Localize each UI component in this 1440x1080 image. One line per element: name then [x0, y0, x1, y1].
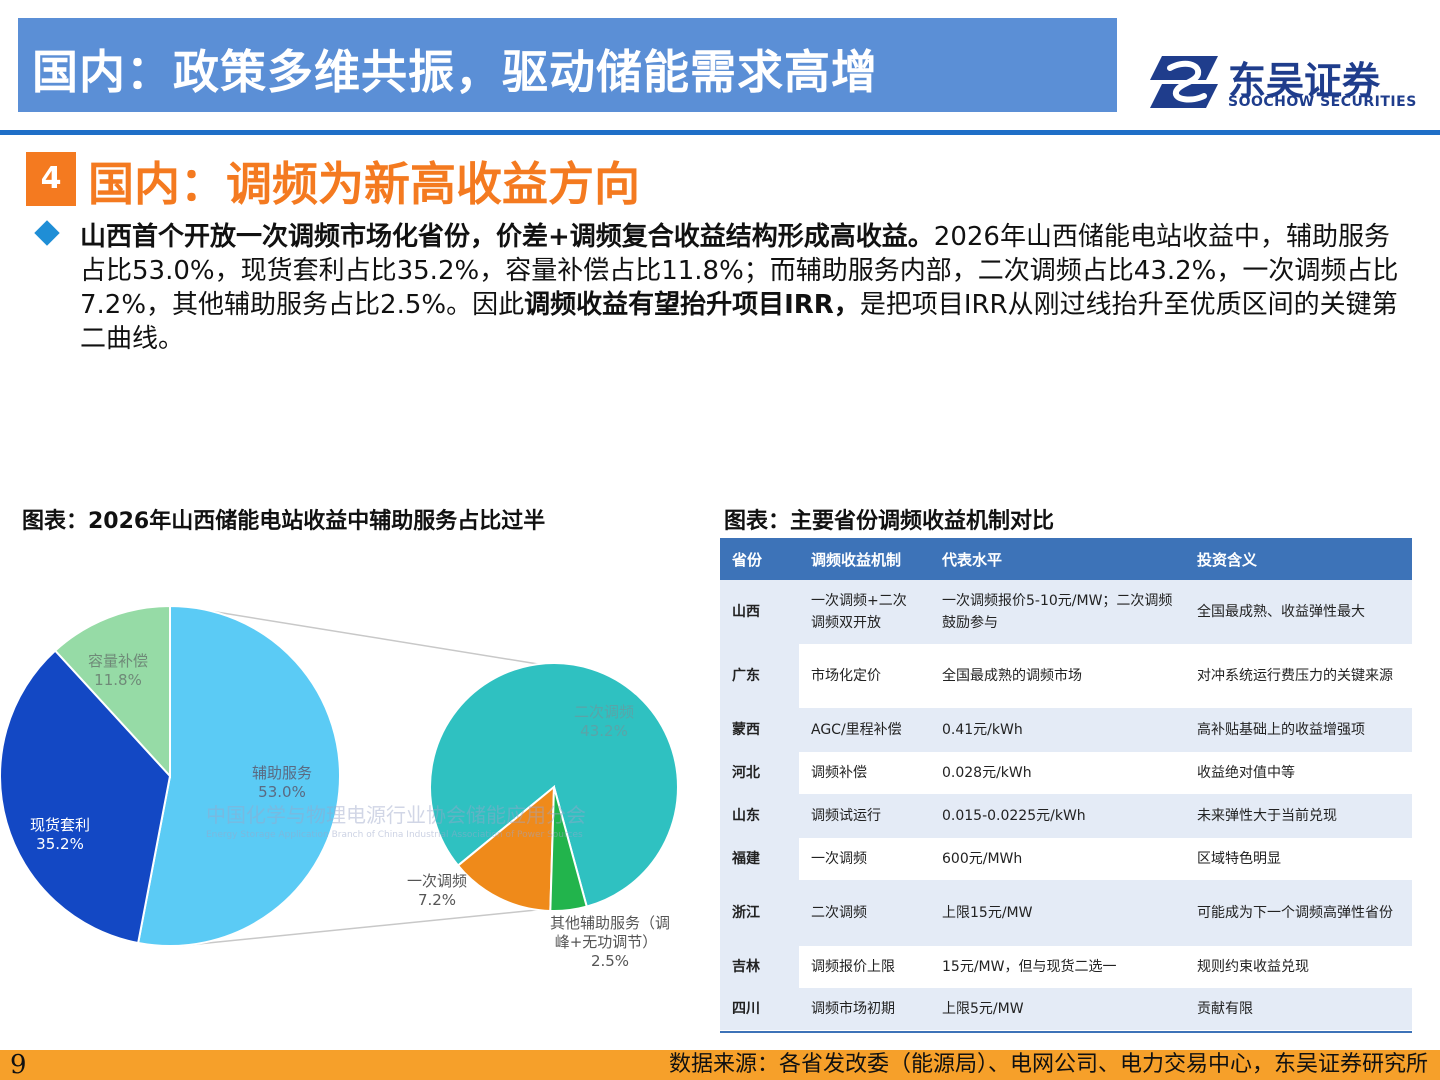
table-cell: 贡献有限	[1185, 988, 1412, 1030]
table-cell: 0.028元/kWh	[930, 752, 1185, 794]
table-cell: 调频试运行	[799, 794, 930, 838]
pie-label-main-2: 容量补偿	[88, 652, 148, 670]
table-cell: 对冲系统运行费压力的关键来源	[1185, 644, 1412, 708]
table-cell: 一次调频	[799, 838, 930, 880]
table-cell-province: 吉林	[720, 946, 799, 988]
table-cell-province: 四川	[720, 988, 799, 1030]
table-cell: 600元/MWh	[930, 838, 1185, 880]
paragraph-bold-mid: 调频收益有望抬升项目IRR，	[524, 290, 860, 320]
table-cell: 上限15元/MW	[930, 880, 1185, 946]
soochow-logo-icon	[1150, 56, 1218, 108]
table-cell: 调频市场初期	[799, 988, 930, 1030]
table-cell-province: 福建	[720, 838, 799, 880]
table-cell-province: 浙江	[720, 880, 799, 946]
table-cell: 二次调频	[799, 880, 930, 946]
table-cell: 上限5元/MW	[930, 988, 1185, 1030]
pie-slice-breakdown-2	[549, 786, 588, 912]
footer-bar: 9 数据来源：各省发改委（能源局）、电网公司、电力交易中心，东吴证券研究所	[0, 1050, 1440, 1080]
company-logo: 东吴证券 SOOCHOW SECURITIES	[1148, 48, 1416, 118]
pie-value-breakdown-1: 7.2%	[418, 891, 456, 909]
header-divider	[0, 130, 1440, 135]
right-table-title: 图表：主要省份调频收益机制对比	[724, 509, 1055, 534]
paragraph-bold-lead: 山西首个开放一次调频市场化省份，价差+调频复合收益结构形成高收益。	[80, 222, 934, 252]
table-cell: 规则约束收益兑现	[1185, 946, 1412, 988]
header-bar: 国内：政策多维共振，驱动储能需求高增	[18, 18, 1117, 112]
page-number: 9	[10, 1050, 27, 1080]
summary-paragraph: 山西首个开放一次调频市场化省份，价差+调频复合收益结构形成高收益。2026年山西…	[80, 220, 1400, 356]
table-cell: 15元/MW，但与现货二选一	[930, 946, 1185, 988]
table-header-cell: 调频收益机制	[799, 538, 930, 580]
table-cell-province: 山西	[720, 580, 799, 644]
table-header-cell: 投资含义	[1185, 538, 1412, 580]
pie-value-main-0: 53.0%	[258, 783, 306, 801]
pie-label-main-1: 现货套利	[30, 816, 90, 834]
table-row: 浙江 二次调频 上限15元/MW 可能成为下一个调频高弹性省份	[720, 880, 1412, 946]
section-number: 4	[26, 152, 76, 206]
table-row: 山西 一次调频+二次调频双开放 一次调频报价5-10元/MW；二次调频鼓励参与 全国最…	[720, 580, 1412, 644]
data-source: 数据来源：各省发改委（能源局）、电网公司、电力交易中心，东吴证券研究所	[668, 1052, 1428, 1077]
pie-label-breakdown-2b: 峰+无功调节）	[555, 933, 658, 951]
table-row: 吉林 调频报价上限 15元/MW，但与现货二选一 规则约束收益兑现	[720, 946, 1412, 988]
table-row: 四川 调频市场初期 上限5元/MW 贡献有限	[720, 988, 1412, 1030]
pie-label-breakdown-2a: 其他辅助服务（调	[550, 914, 670, 932]
table-cell: 一次调频+二次调频双开放	[799, 580, 930, 644]
table-cell: 调频补偿	[799, 752, 930, 794]
section-title: 国内：调频为新高收益方向	[88, 157, 640, 211]
pie-slice-main-2	[53, 604, 171, 779]
pie-value-breakdown-0: 43.2%	[580, 722, 628, 740]
table-cell: 市场化定价	[799, 644, 930, 708]
table-cell: 区域特色明显	[1185, 838, 1412, 880]
pie-label-breakdown-0: 二次调频	[574, 703, 634, 721]
pie-slice-breakdown-0	[429, 662, 679, 908]
table-header-row: 省份 调频收益机制 代表水平 投资含义	[720, 538, 1412, 580]
table-cell: 一次调频报价5-10元/MW；二次调频鼓励参与	[930, 580, 1185, 644]
left-chart-title: 图表：2026年山西储能电站收益中辅助服务占比过半	[22, 509, 546, 534]
pie-slice-main-1	[0, 649, 172, 945]
watermark-chinese: 中国化学与物理电源行业协会储能应用分会	[206, 803, 586, 827]
table-row: 蒙西 AGC/里程补偿 0.41元/kWh 高补贴基础上的收益增强项	[720, 708, 1412, 752]
table-cell: 可能成为下一个调频高弹性省份	[1185, 880, 1412, 946]
bullet-diamond-icon	[34, 220, 60, 246]
table-cell: 调频报价上限	[799, 946, 930, 988]
table-cell: AGC/里程补偿	[799, 708, 930, 752]
table-cell: 0.015-0.0225元/kWh	[930, 794, 1185, 838]
table-bottom-rule	[720, 1031, 1412, 1033]
watermark-english: Energy Storage Application Branch of Chi…	[206, 830, 583, 840]
paragraph-text-1: 2026年山西储能电站收益中，辅助服务占比53.0%，现货套利占比35.2%，容…	[80, 222, 1399, 320]
table-cell: 0.41元/kWh	[930, 708, 1185, 752]
table-row: 广东 市场化定价 全国最成熟的调频市场 对冲系统运行费压力的关键来源	[720, 644, 1412, 708]
connector-line-bottom	[181, 908, 547, 947]
frequency-regulation-table: 省份 调频收益机制 代表水平 投资含义 山西 一次调频+二次调频双开放 一次调频报价5-1…	[720, 538, 1412, 1030]
table-cell: 全国最成熟的调频市场	[930, 644, 1185, 708]
table-cell: 高补贴基础上的收益增强项	[1185, 708, 1412, 752]
pie-label-main-0: 辅助服务	[252, 764, 312, 782]
table-cell: 全国最成熟、收益弹性最大	[1185, 580, 1412, 644]
table-cell: 未来弹性大于当前兑现	[1185, 794, 1412, 838]
table-row: 河北 调频补偿 0.028元/kWh 收益绝对值中等	[720, 752, 1412, 794]
pie-label-breakdown-1: 一次调频	[407, 872, 467, 890]
table-cell-province: 山东	[720, 794, 799, 838]
table-cell-province: 河北	[720, 752, 799, 794]
pie-slice-main-0	[136, 604, 341, 947]
logo-english-name: SOOCHOW SECURITIES	[1228, 94, 1417, 110]
pie-value-main-2: 11.8%	[94, 671, 142, 689]
table-cell-province: 蒙西	[720, 708, 799, 752]
connector-line-top	[181, 605, 545, 666]
table-header-cell: 省份	[720, 538, 799, 580]
logo-chinese-name: 东吴证券	[1228, 59, 1381, 103]
page-title: 国内：政策多维共振，驱动储能需求高增	[32, 45, 878, 99]
table-row: 福建 一次调频 600元/MWh 区域特色明显	[720, 838, 1412, 880]
table-cell-province: 广东	[720, 644, 799, 708]
paragraph-text-2: 是把项目IRR从刚过线抬升至优质区间的关键第二曲线。	[80, 290, 1398, 354]
pie-value-main-1: 35.2%	[36, 835, 84, 853]
pie-value-breakdown-2: 2.5%	[591, 952, 629, 970]
table-row: 山东 调频试运行 0.015-0.0225元/kWh 未来弹性大于当前兑现	[720, 794, 1412, 838]
table-header-cell: 代表水平	[930, 538, 1185, 580]
table-cell: 收益绝对值中等	[1185, 752, 1412, 794]
pie-slice-breakdown-1	[456, 784, 556, 912]
